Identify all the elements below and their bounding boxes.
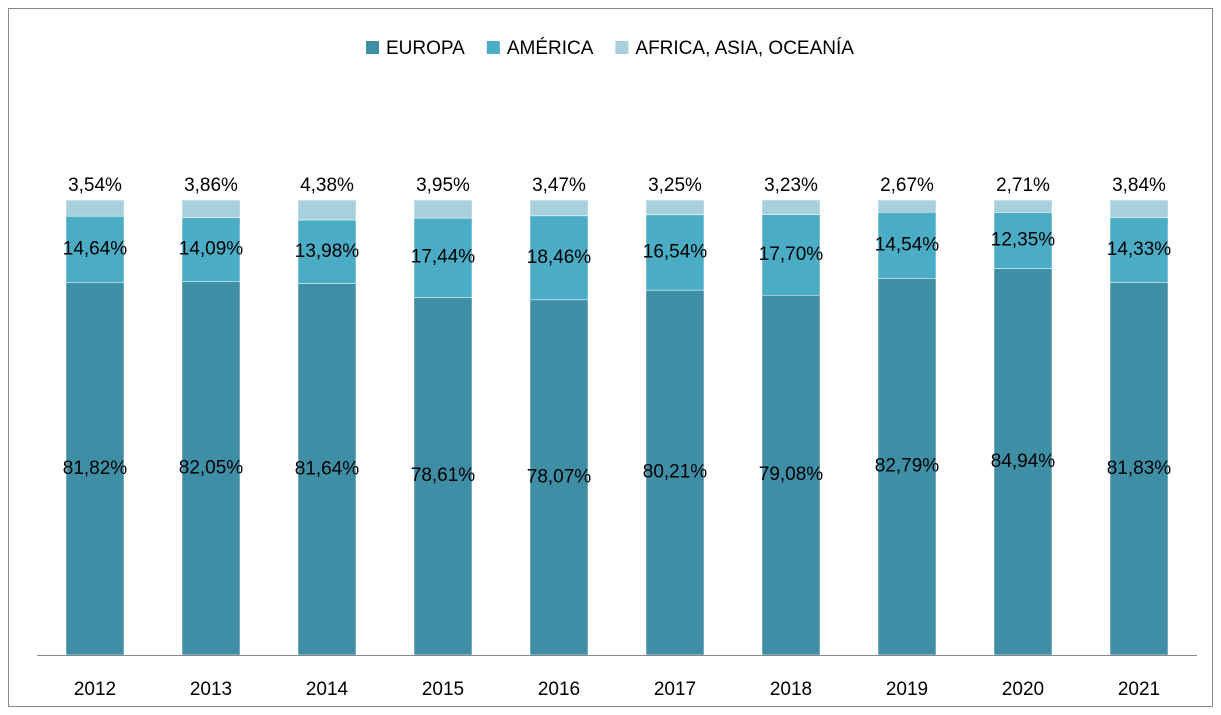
x-tick-label: 2020 xyxy=(1002,679,1044,700)
data-label: 3,95% xyxy=(416,175,470,196)
bar-segment xyxy=(65,199,125,217)
bar-segment xyxy=(993,268,1053,656)
x-tick-label: 2013 xyxy=(190,679,232,700)
data-label: 16,54% xyxy=(643,241,708,262)
data-label: 82,79% xyxy=(875,456,940,477)
x-tick-label: 2016 xyxy=(538,679,580,700)
bar-segment xyxy=(877,199,937,213)
data-label: 18,46% xyxy=(527,247,592,268)
data-label: 81,64% xyxy=(295,458,360,479)
bar-segment xyxy=(645,214,705,291)
x-tick-label: 2017 xyxy=(654,679,696,700)
data-label: 2,71% xyxy=(996,175,1050,196)
data-label: 17,44% xyxy=(411,247,476,268)
data-label: 78,07% xyxy=(527,466,592,487)
bar-segment xyxy=(181,199,241,218)
data-label: 80,21% xyxy=(643,462,708,483)
data-label: 3,54% xyxy=(68,175,122,196)
x-tick-label: 2014 xyxy=(306,679,349,700)
x-tick-label: 2019 xyxy=(886,679,928,700)
bar-segment xyxy=(181,281,241,656)
bar-segment xyxy=(413,297,473,656)
legend-swatch xyxy=(365,41,379,54)
data-label: 14,64% xyxy=(63,238,128,259)
data-label: 14,54% xyxy=(875,234,940,255)
bar-segment xyxy=(645,199,705,216)
data-label: 3,84% xyxy=(1112,175,1166,196)
data-label: 84,94% xyxy=(991,451,1056,472)
bar-segment xyxy=(993,212,1053,269)
x-tick-label: 2021 xyxy=(1118,679,1160,700)
data-label: 4,38% xyxy=(300,175,354,196)
x-tick-label: 2012 xyxy=(74,679,116,700)
data-label: 2,67% xyxy=(880,175,934,196)
legend-label: AMÉRICA xyxy=(507,38,594,59)
bar-segment xyxy=(413,199,473,219)
bar-segment xyxy=(877,278,937,656)
x-tick-label: 2015 xyxy=(422,679,464,700)
bar-segment xyxy=(1109,282,1169,656)
bar-segment xyxy=(877,211,937,279)
data-label: 3,23% xyxy=(764,175,818,196)
data-label: 3,86% xyxy=(184,175,238,196)
data-label: 13,98% xyxy=(295,241,360,262)
bar-segment xyxy=(297,283,357,656)
data-label: 14,33% xyxy=(1107,239,1172,260)
bar-segment xyxy=(1109,199,1169,218)
legend-label: EUROPA xyxy=(386,38,465,59)
bar-segment xyxy=(297,219,357,284)
bar-segment xyxy=(529,215,589,301)
data-label: 81,82% xyxy=(63,458,128,479)
bar-segment xyxy=(993,199,1053,213)
bar-segment xyxy=(645,289,705,656)
data-label: 81,83% xyxy=(1107,458,1172,479)
x-tick-label: 2018 xyxy=(770,679,812,700)
bar-segment xyxy=(297,199,357,221)
bar-segment xyxy=(181,217,241,282)
legend-swatch xyxy=(615,41,629,54)
bar-segment xyxy=(529,199,589,217)
bar-segment xyxy=(761,214,821,296)
data-label: 79,08% xyxy=(759,464,824,485)
data-label: 3,47% xyxy=(532,175,586,196)
data-label: 82,05% xyxy=(179,457,244,478)
data-label: 17,70% xyxy=(759,244,824,265)
data-label: 12,35% xyxy=(991,229,1056,250)
bar-segment xyxy=(413,217,473,298)
bar-segment xyxy=(65,282,125,656)
bar-segment xyxy=(1109,217,1169,283)
legend-label: AFRICA, ASIA, OCEANÍA xyxy=(635,38,854,59)
data-label: 3,25% xyxy=(648,175,702,196)
data-label: 78,61% xyxy=(411,465,476,486)
bar-segment xyxy=(761,199,821,215)
data-label: 14,09% xyxy=(179,239,244,260)
legend-swatch xyxy=(486,41,500,54)
bar-segment xyxy=(529,299,589,656)
